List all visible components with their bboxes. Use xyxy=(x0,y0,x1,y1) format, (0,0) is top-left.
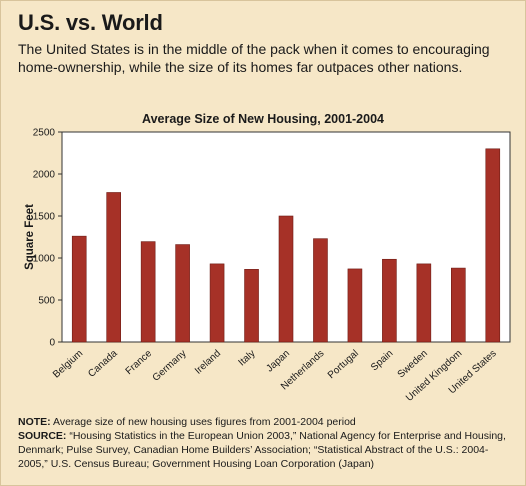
note-text: Average size of new housing uses figures… xyxy=(50,416,356,428)
source-text: “Housing Statistics in the European Unio… xyxy=(18,430,506,470)
x-tick-label: Sweden xyxy=(396,348,430,380)
notes-block: NOTE: Average size of new housing uses f… xyxy=(18,415,518,471)
bar-canada xyxy=(106,192,121,343)
bar-germany xyxy=(175,244,190,343)
y-tick-label: 0 xyxy=(49,338,55,349)
x-tick-label: Ireland xyxy=(193,348,223,377)
y-axis-label: Square Feet xyxy=(24,204,36,270)
bar-united-kingdom xyxy=(451,267,466,343)
bar-france xyxy=(140,241,156,343)
note-line: NOTE: Average size of new housing uses f… xyxy=(18,415,518,429)
y-tick-label: 2500 xyxy=(33,128,56,139)
y-tick-label: 500 xyxy=(38,296,55,307)
x-tick-label: Spain xyxy=(369,348,395,373)
note-label: NOTE: xyxy=(18,416,51,428)
x-tick-label: Germany xyxy=(151,348,189,384)
bar-netherlands xyxy=(313,238,328,343)
bar-italy xyxy=(244,269,259,343)
x-tick-label: Japan xyxy=(264,348,292,374)
bar-japan xyxy=(278,215,294,343)
x-tick-label: Italy xyxy=(237,348,258,368)
x-tick-label: Portugal xyxy=(326,348,361,381)
headline: U.S. vs. World xyxy=(18,10,163,35)
y-axis: 0 500 1000 1500 2000 2500 xyxy=(33,128,62,349)
bars-group xyxy=(71,148,501,343)
y-tick-label: 1500 xyxy=(33,212,56,223)
y-tick-label: 1000 xyxy=(33,254,56,265)
bar-portugal xyxy=(347,268,363,343)
x-tick-label: Belgium xyxy=(51,348,85,380)
bar-united-states xyxy=(485,148,501,343)
bar-sweden xyxy=(416,263,432,343)
bar-ireland xyxy=(209,263,225,343)
chart-title: Average Size of New Housing, 2001-2004 xyxy=(142,112,384,126)
source-line: SOURCE: “Housing Statistics in the Europ… xyxy=(18,429,518,471)
x-tick-label: France xyxy=(124,348,155,377)
bar-spain xyxy=(382,258,397,343)
source-label: SOURCE: xyxy=(18,430,67,442)
bar-belgium xyxy=(71,235,87,343)
y-tick-label: 2000 xyxy=(33,170,56,181)
subhead: The United States is in the middle of th… xyxy=(18,41,490,75)
x-tick-label: Canada xyxy=(86,348,120,380)
